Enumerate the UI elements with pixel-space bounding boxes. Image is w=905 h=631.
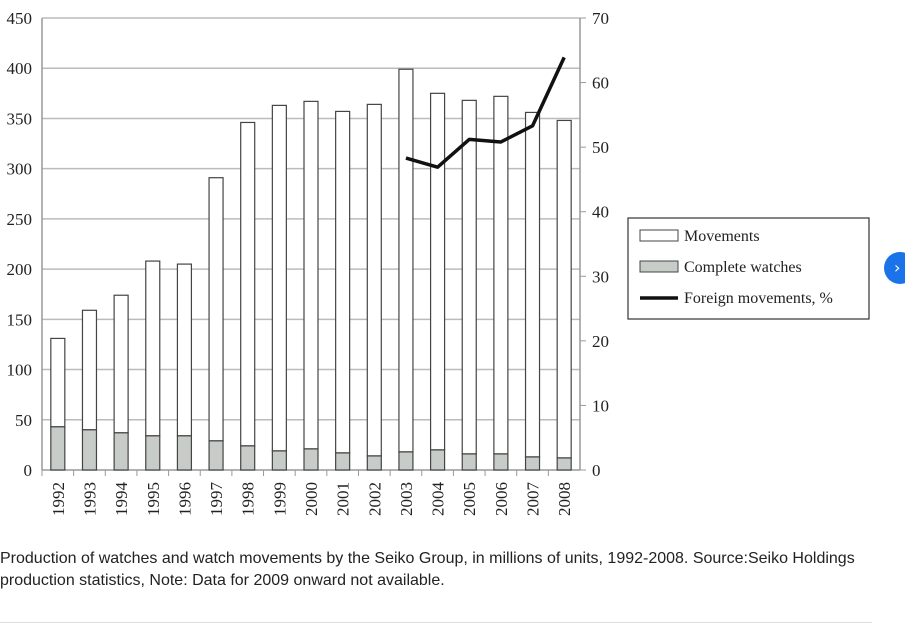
- y2-tick-label: 30: [592, 267, 609, 286]
- y2-tick-label: 70: [592, 9, 609, 28]
- y-tick-label: 0: [24, 461, 33, 480]
- x-tick-label: 2005: [460, 482, 479, 516]
- bar-complete-watches: [113, 432, 129, 471]
- x-tick-label: 1992: [49, 482, 68, 516]
- x-tick-label: 1996: [175, 482, 194, 516]
- y-tick-label: 250: [7, 210, 33, 229]
- bar-movements: [398, 68, 414, 453]
- legend-label: Foreign movements, %: [684, 290, 833, 307]
- x-tick-label: 1994: [112, 482, 131, 517]
- x-tick-label: 1993: [80, 482, 99, 516]
- bar-complete-watches: [176, 435, 193, 471]
- legend-label: Movements: [684, 228, 760, 245]
- bar-complete-watches: [366, 455, 382, 471]
- bar-complete-watches: [493, 453, 509, 471]
- bar-movements: [556, 119, 572, 459]
- x-tick-label: 2000: [302, 482, 321, 516]
- legend-label: Complete watches: [684, 259, 802, 276]
- x-tick-label: 1998: [239, 482, 258, 516]
- y-tick-label: 200: [7, 260, 33, 279]
- x-tick-label: 2002: [365, 482, 384, 516]
- bar-movements: [176, 263, 193, 437]
- x-tick-label: 1997: [207, 482, 226, 517]
- bar-movements: [493, 95, 509, 455]
- bar-complete-watches: [50, 426, 66, 471]
- bar-complete-watches: [556, 457, 572, 471]
- y-tick-label: 100: [7, 361, 33, 380]
- bar-movements: [429, 92, 446, 451]
- y2-tick-label: 50: [592, 138, 609, 157]
- legend-swatch-movements: [639, 229, 679, 242]
- bar-movements: [208, 177, 224, 442]
- y-tick-label: 450: [7, 9, 33, 28]
- bar-movements: [50, 337, 66, 428]
- bar-complete-watches: [303, 448, 319, 471]
- bar-complete-watches: [461, 453, 477, 471]
- bar-movements: [461, 99, 477, 455]
- bar-movements: [366, 103, 382, 457]
- x-tick-label: 2006: [492, 482, 511, 516]
- bar-complete-watches: [81, 429, 98, 471]
- bar-complete-watches: [335, 452, 351, 471]
- bar-complete-watches: [398, 451, 414, 471]
- chart: 0 50 100 150 200 250 300 350 400 450 0 10 20 30 40 50 60…: [7, 9, 870, 517]
- bar-complete-watches: [429, 449, 446, 471]
- bar-movements: [145, 260, 161, 437]
- figure-caption: Production of watches and watch movement…: [0, 550, 855, 589]
- y-tick-label: 150: [7, 310, 33, 329]
- bar-complete-watches: [524, 456, 541, 471]
- bar-movements: [335, 110, 351, 454]
- y-tick-label: 50: [15, 411, 32, 430]
- bar-movements: [113, 294, 129, 434]
- bar-complete-watches: [208, 440, 224, 471]
- y-tick-label: 400: [7, 59, 33, 78]
- bar-movements: [240, 121, 256, 447]
- y-tick-label: 300: [7, 160, 33, 179]
- bar-complete-watches: [271, 450, 287, 471]
- x-tick-label: 1999: [270, 482, 289, 516]
- legend-swatch-complete-watches: [639, 260, 679, 273]
- x-tick-label: 2004: [429, 482, 448, 517]
- bar-complete-watches: [240, 445, 256, 471]
- x-tick-label: 2003: [397, 482, 416, 516]
- y2-tick-label: 0: [592, 461, 601, 480]
- bar-complete-watches: [145, 435, 161, 471]
- bar-movements: [303, 100, 319, 450]
- divider: [0, 622, 872, 623]
- bar-movements: [81, 309, 98, 431]
- y2-tick-label: 40: [592, 203, 609, 222]
- y2-tick-label: 60: [592, 74, 609, 93]
- y2-tick-label: 10: [592, 396, 609, 415]
- x-tick-label: 2007: [524, 482, 543, 517]
- y2-tick-label: 20: [592, 332, 609, 351]
- y-tick-label: 350: [7, 109, 33, 128]
- x-tick-label: 2008: [555, 482, 574, 516]
- x-tick-label: 2001: [334, 482, 353, 516]
- bar-movements: [271, 104, 287, 452]
- line-foreign-movements: [405, 56, 566, 169]
- x-tick-label: 1995: [144, 482, 163, 516]
- bar-movements: [524, 111, 541, 458]
- next-arrow-button[interactable]: ›: [884, 252, 905, 284]
